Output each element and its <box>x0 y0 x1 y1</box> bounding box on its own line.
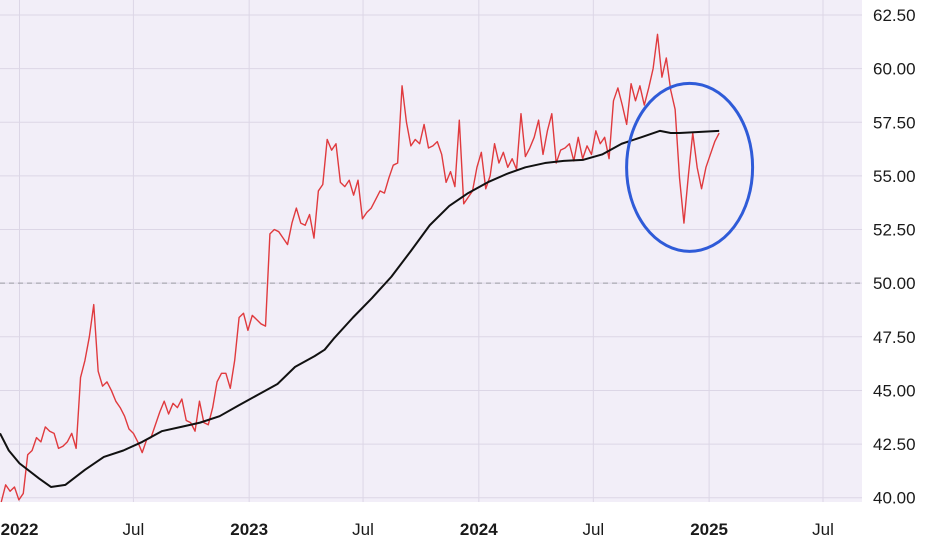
x-tick-label: 2024 <box>460 520 498 539</box>
x-tick-label: Jul <box>812 520 834 539</box>
moving-average-line <box>0 129 720 488</box>
x-tick-label: 2022 <box>1 520 39 539</box>
y-tick-label: 60.00 <box>873 60 916 79</box>
x-axis: 2022 Jul 2023 Jul 2024 Jul 2025 Jul <box>1 520 834 539</box>
price-series-line <box>0 33 720 503</box>
y-axis: 40.00 42.50 45.00 47.50 50.00 52.50 55.00 57.50… <box>873 6 916 508</box>
y-tick-label: 55.00 <box>873 167 916 186</box>
plot-background <box>0 0 862 502</box>
x-tick-label: 2023 <box>230 520 268 539</box>
x-tick-label: Jul <box>123 520 145 539</box>
y-tick-label: 57.50 <box>873 113 916 132</box>
x-tick-label: 2025 <box>690 520 728 539</box>
y-tick-label: 52.50 <box>873 221 916 240</box>
x-tick-label: Jul <box>352 520 374 539</box>
y-tick-label: 62.50 <box>873 6 916 25</box>
grid <box>0 0 862 502</box>
y-tick-label: 45.00 <box>873 381 916 400</box>
highlight-circle <box>625 81 755 253</box>
x-tick-label: Jul <box>582 520 604 539</box>
y-tick-label: 42.50 <box>873 435 916 454</box>
y-tick-label: 50.00 <box>873 274 916 293</box>
y-tick-label: 40.00 <box>873 489 916 508</box>
y-tick-label: 47.50 <box>873 328 916 347</box>
